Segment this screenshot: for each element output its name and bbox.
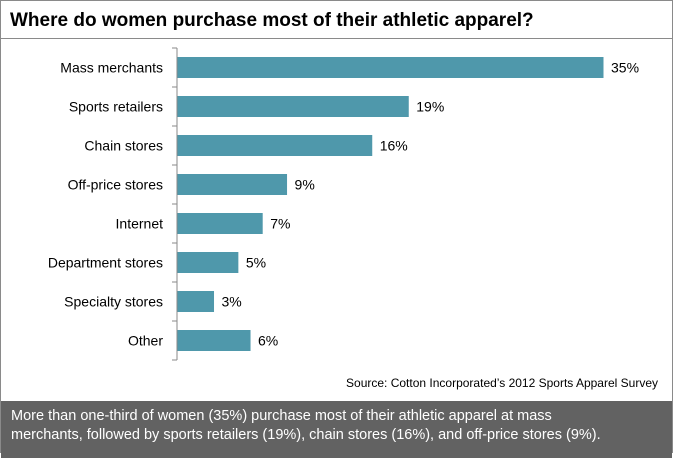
category-label: Chain stores [84,138,163,154]
caption-line-1: More than one-third of women (35%) purch… [11,408,552,424]
source-note: Source: Cotton Incorporated’s 2012 Sport… [346,376,658,390]
value-label: 16% [380,138,408,154]
chart-title: Where do women purchase most of their at… [10,10,534,31]
value-label: 19% [416,99,444,115]
bar [177,57,604,78]
bars-group: Mass merchants 35% Sports retailers 19% Chai… [48,47,639,361]
category-label: Mass merchants [60,60,163,76]
caption-box: More than one-third of women (35%) purch… [1,401,672,458]
bar [177,174,288,195]
bar-chart: Mass merchants 35% Sports retailers 19% Chai… [48,47,639,361]
title-divider [1,38,672,39]
bar [177,330,251,351]
category-label: Department stores [48,255,163,271]
bar [177,291,215,312]
bar [177,213,263,234]
value-label: 7% [270,216,290,232]
category-label: Specialty stores [64,294,163,310]
category-label: Other [128,333,163,349]
value-label: 5% [246,255,266,271]
bar [177,135,373,156]
caption-line-2: merchants, followed by sports retailers … [11,427,601,443]
value-label: 35% [611,60,639,76]
value-label: 3% [222,294,242,310]
value-label: 9% [295,177,315,193]
bar [177,96,409,117]
category-label: Internet [116,216,164,232]
value-label: 6% [258,333,278,349]
bar [177,252,239,273]
category-label: Off-price stores [68,177,163,193]
category-label: Sports retailers [69,99,163,115]
